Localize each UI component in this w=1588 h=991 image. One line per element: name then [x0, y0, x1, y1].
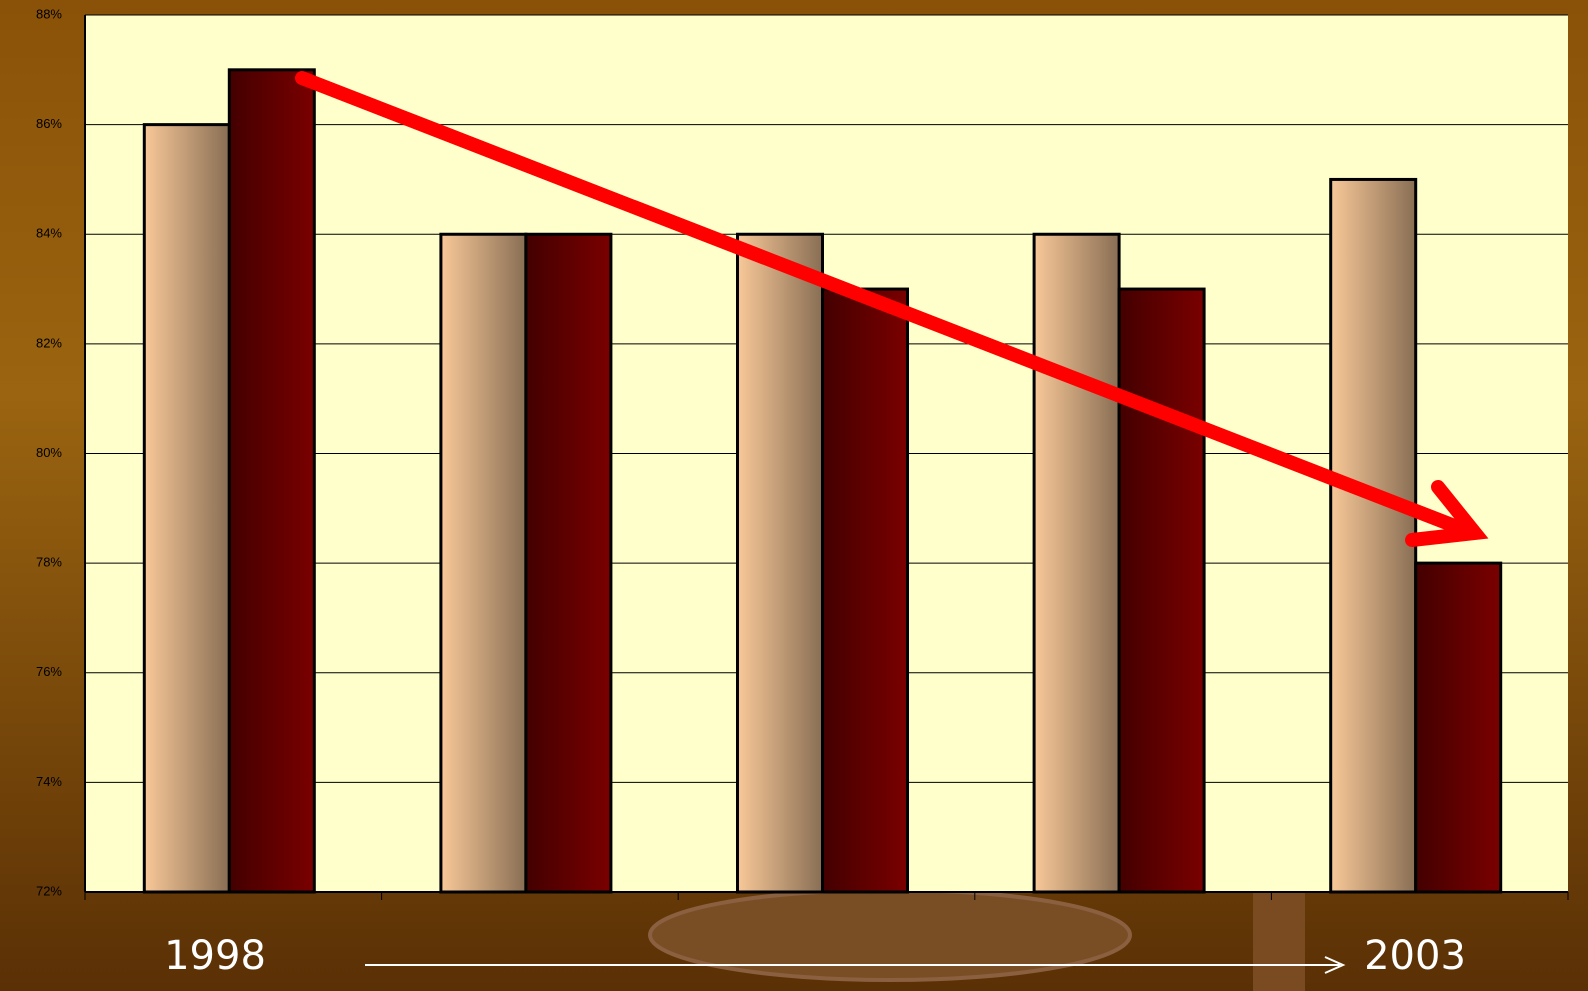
- bar-shade: [227, 68, 316, 894]
- decor-ellipse: [648, 888, 1132, 982]
- y-tick-label: 88%: [36, 6, 62, 21]
- bar-shade: [524, 232, 613, 894]
- y-tick-label: 74%: [36, 774, 62, 789]
- bar-shade: [142, 123, 231, 894]
- y-tick-label: 84%: [36, 226, 62, 241]
- trend-arrow: [295, 71, 1489, 547]
- bar-shade: [1329, 177, 1418, 894]
- y-tick-label: 76%: [36, 664, 62, 679]
- y-tick-label: 80%: [36, 445, 62, 460]
- annotation: 2003: [1364, 933, 1466, 979]
- bar-shade: [439, 232, 528, 894]
- decor-post: [1253, 892, 1305, 991]
- y-tick-label: 78%: [36, 555, 62, 570]
- y-tick-label: 72%: [36, 883, 62, 898]
- y-tick-label: 86%: [36, 116, 62, 131]
- y-tick-label: 82%: [36, 335, 62, 350]
- bar-shade: [1414, 561, 1503, 894]
- bars: [142, 68, 1503, 894]
- annotation: 1998: [164, 933, 266, 979]
- bar-shade: [736, 232, 824, 894]
- timeline-head: [1324, 956, 1346, 974]
- bar-shade: [1117, 287, 1206, 894]
- bar-shade: [1032, 232, 1121, 894]
- bar-shade: [821, 287, 909, 894]
